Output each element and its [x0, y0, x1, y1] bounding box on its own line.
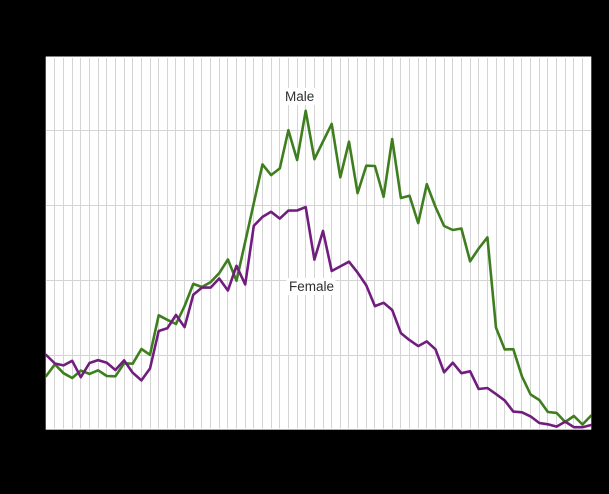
- svg-text:Female: Female: [289, 279, 334, 294]
- svg-text:Male: Male: [285, 89, 314, 104]
